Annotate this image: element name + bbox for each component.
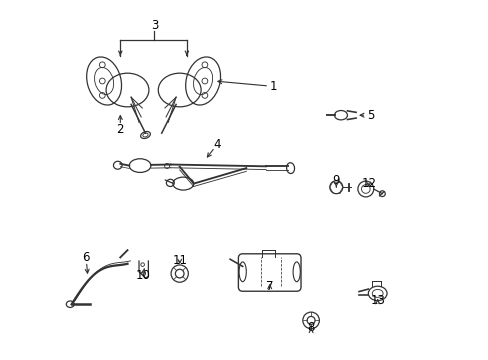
Text: 10: 10 bbox=[135, 269, 150, 282]
Text: 4: 4 bbox=[213, 138, 221, 150]
Text: 8: 8 bbox=[307, 321, 314, 334]
Text: 2: 2 bbox=[116, 123, 124, 136]
Text: 7: 7 bbox=[265, 280, 273, 293]
Text: 13: 13 bbox=[369, 294, 385, 307]
Text: 3: 3 bbox=[150, 19, 158, 32]
Text: 12: 12 bbox=[361, 177, 375, 190]
Text: 6: 6 bbox=[82, 251, 90, 264]
Text: 5: 5 bbox=[366, 109, 373, 122]
Text: 11: 11 bbox=[172, 255, 187, 267]
Text: 1: 1 bbox=[269, 80, 277, 93]
Text: 9: 9 bbox=[332, 174, 339, 186]
